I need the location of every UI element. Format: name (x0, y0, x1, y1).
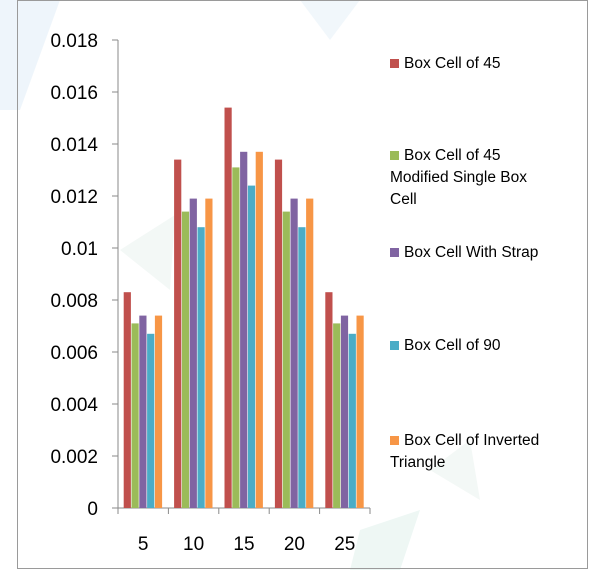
bar-box-cell-of-45-15 (224, 107, 232, 508)
chart-area (17, 0, 588, 569)
bar-box-cell-with-strap-5 (139, 315, 147, 508)
y-tick-label: 0.002 (50, 447, 98, 468)
bar-box-cell-of-45-modified-single-box-cell-10 (181, 211, 190, 508)
legend-swatch (390, 248, 399, 257)
y-tick-label: 0.012 (50, 187, 98, 208)
bar-box-cell-of-45-modified-single-box-cell-25 (333, 323, 341, 508)
bar-box-cell-of-90-25 (348, 333, 356, 508)
bar-box-cell-of-45-25 (325, 292, 333, 508)
bar-box-cell-of-45-modified-single-box-cell-20 (282, 211, 290, 508)
bar-box-cell-with-strap-25 (340, 315, 349, 508)
bar-box-cell-of-inverted-triangle-20 (306, 198, 314, 508)
bar-box-cell-of-90-15 (247, 185, 256, 508)
legend-label: Box Cell of 90 (404, 337, 501, 354)
legend-swatch (390, 341, 399, 350)
x-axis: 5 10 15 20 25 (117, 507, 371, 555)
legend-swatch (390, 151, 399, 160)
bar-box-cell-of-inverted-triangle-10 (205, 198, 213, 508)
bar-box-cell-of-45-5 (123, 292, 131, 508)
bar-box-cell-of-inverted-triangle-5 (154, 315, 163, 508)
y-axis: 0 0.002 0.004 0.006 0.008 0.01 0.012 0.014 0.016… (50, 31, 119, 520)
y-tick-label: 0.01 (61, 239, 98, 260)
bar-box-cell-of-45-modified-single-box-cell-15 (232, 167, 240, 508)
bar-box-cell-with-strap-10 (189, 198, 197, 508)
bar-box-cell-with-strap-15 (240, 151, 248, 509)
bar-box-cell-of-45-modified-single-box-cell-5 (131, 323, 139, 508)
legend-label: Box Cell With Strap (404, 244, 538, 261)
y-tick-label: 0.004 (50, 395, 98, 416)
bar-box-cell-of-45-20 (274, 159, 283, 508)
bar-box-cell-with-strap-20 (290, 198, 298, 508)
y-tick-label: 0 (87, 499, 98, 520)
y-tick-label: 0.016 (50, 83, 98, 104)
y-tick-label: 0.018 (50, 31, 98, 52)
x-tick-label: 15 (233, 534, 254, 555)
legend-swatch (390, 436, 399, 445)
y-tick-label: 0.008 (50, 291, 98, 312)
bar-box-cell-of-inverted-triangle-25 (356, 315, 364, 508)
x-tick-label: 10 (183, 534, 204, 555)
y-tick-label: 0.006 (50, 343, 98, 364)
legend-label: Box Cell of Inverted Triangle (390, 432, 539, 471)
legend-label: Box Cell of 45 Modified Single Box Cell (390, 147, 527, 208)
legend: Box Cell of 45 Box Cell of 45 Modified Sin… (390, 55, 539, 471)
y-tick-label: 0.014 (50, 135, 98, 156)
legend-swatch (390, 59, 399, 68)
bar-box-cell-of-45-10 (174, 159, 182, 508)
x-tick-label: 5 (138, 534, 149, 555)
bar-box-cell-of-90-20 (298, 227, 306, 508)
legend-label: Box Cell of 45 (404, 55, 501, 72)
bar-box-cell-of-inverted-triangle-15 (255, 151, 263, 509)
x-tick-label: 25 (334, 534, 355, 555)
x-tick-label: 20 (284, 534, 305, 555)
bar-box-cell-of-90-10 (197, 227, 205, 508)
bar-box-cell-of-90-5 (147, 333, 155, 508)
bars (123, 107, 364, 509)
